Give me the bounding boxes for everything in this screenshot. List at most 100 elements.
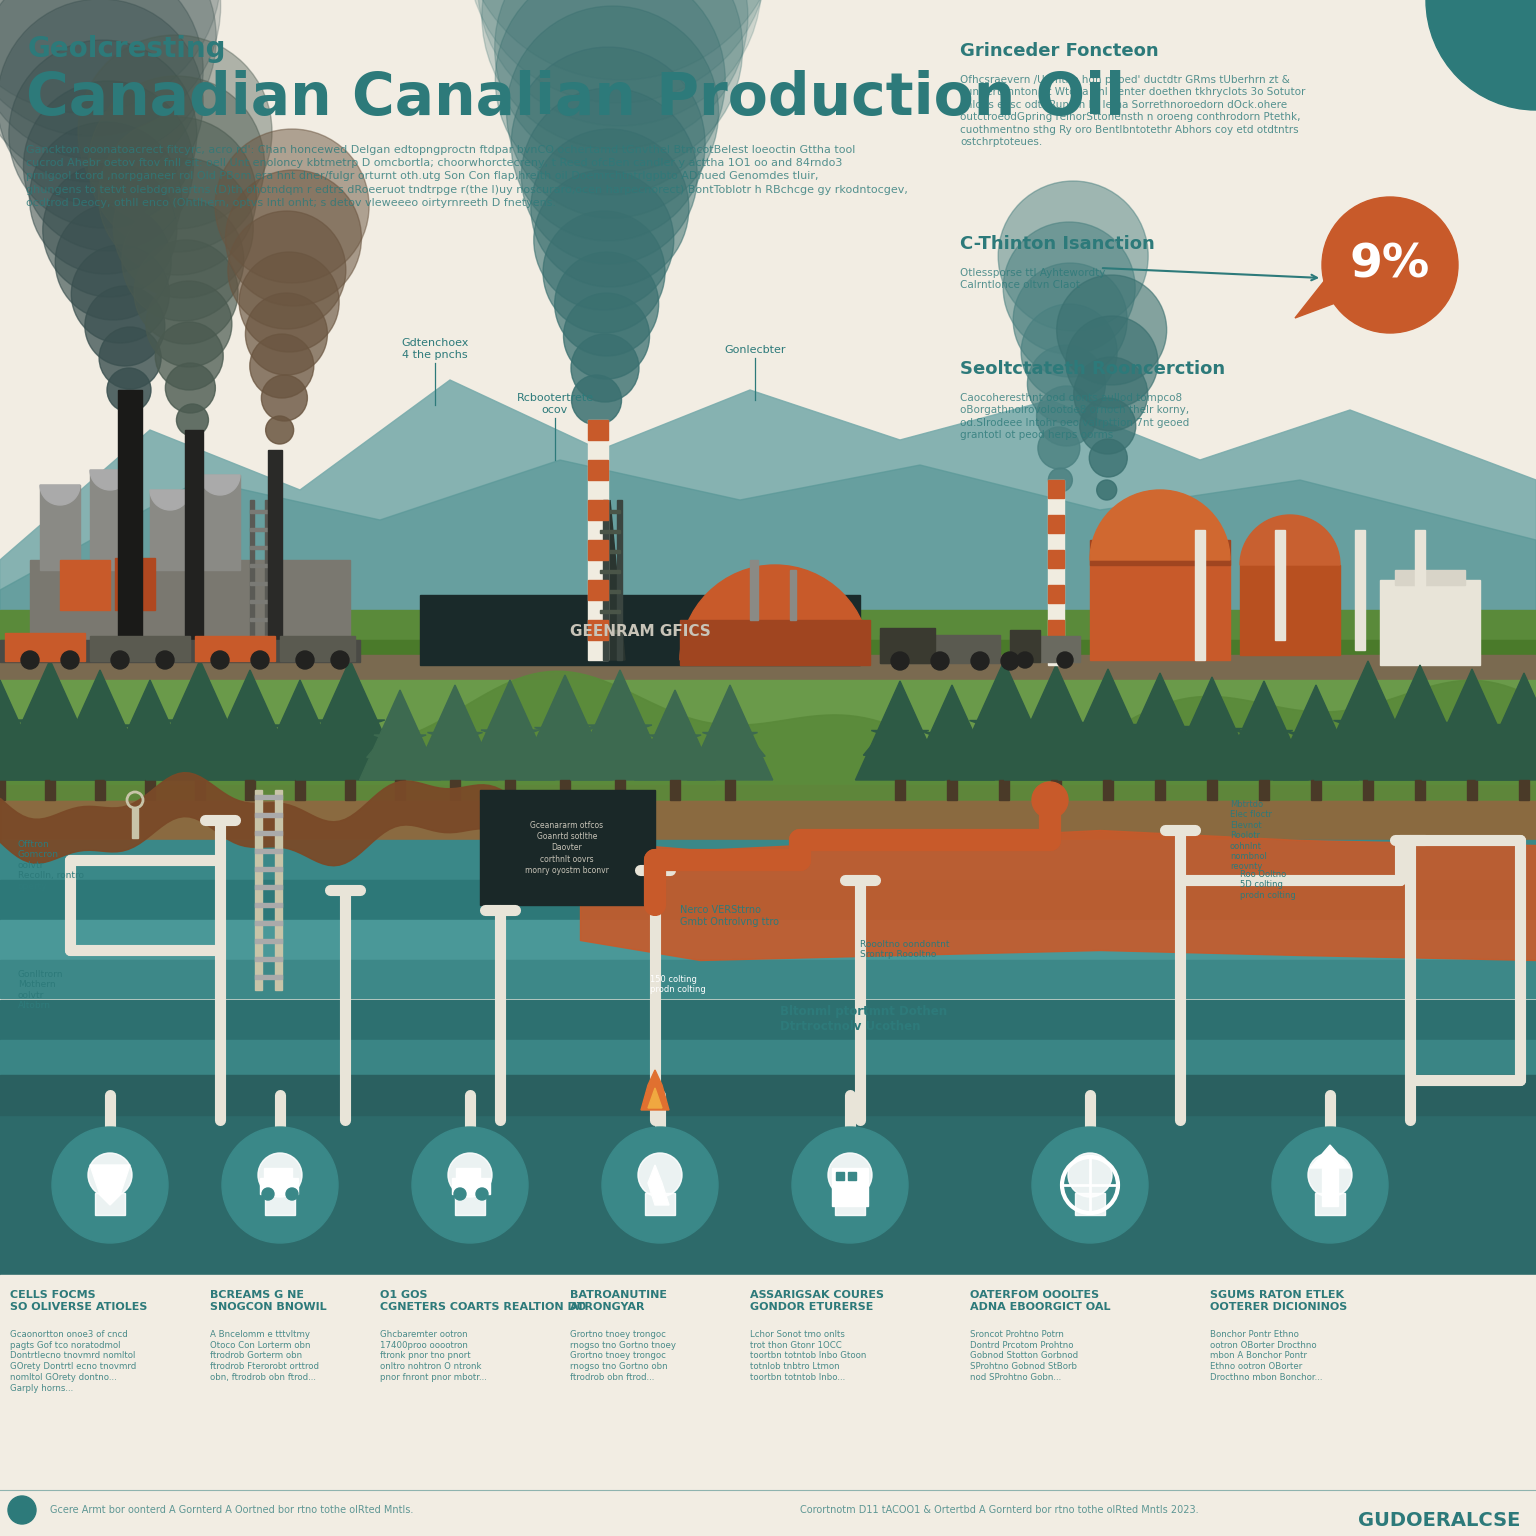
Bar [255, 975, 283, 978]
Bar [588, 419, 608, 439]
Polygon shape [1129, 727, 1190, 737]
Bar [1362, 780, 1373, 800]
Polygon shape [1183, 728, 1243, 739]
Bar [346, 780, 355, 800]
Bar [0, 200, 1536, 601]
Circle shape [114, 158, 253, 298]
Bar [295, 780, 306, 800]
Polygon shape [1235, 731, 1293, 740]
Bar [601, 630, 621, 633]
Bar [250, 501, 253, 660]
Polygon shape [0, 730, 29, 740]
Bar [419, 594, 860, 665]
Bar [255, 849, 283, 852]
Bar [601, 610, 621, 613]
Circle shape [210, 651, 229, 670]
Bar [680, 621, 869, 665]
Circle shape [227, 210, 346, 329]
Bar [880, 634, 1000, 664]
Bar [0, 1275, 1536, 1505]
Polygon shape [373, 736, 425, 743]
Bar [601, 530, 621, 533]
Polygon shape [687, 685, 773, 780]
Bar [250, 528, 269, 531]
Bar [1315, 1193, 1346, 1215]
Bar [1415, 530, 1425, 630]
Circle shape [134, 240, 238, 344]
Polygon shape [1120, 705, 1200, 753]
Polygon shape [367, 717, 433, 757]
Circle shape [1032, 782, 1068, 819]
Circle shape [571, 375, 622, 425]
Bar [250, 564, 269, 567]
Bar [1275, 530, 1286, 641]
Bar [561, 780, 570, 800]
Polygon shape [642, 717, 708, 757]
Bar [275, 790, 283, 991]
Polygon shape [648, 1164, 670, 1206]
Polygon shape [960, 697, 1048, 750]
Bar [479, 790, 654, 905]
Circle shape [22, 651, 38, 670]
Circle shape [0, 0, 221, 137]
Circle shape [1017, 651, 1034, 668]
Bar [1379, 581, 1481, 665]
Bar [0, 610, 1536, 665]
Bar [0, 641, 1536, 665]
Bar [151, 490, 190, 570]
Polygon shape [871, 731, 929, 740]
Polygon shape [209, 703, 290, 753]
Text: Ghcbaremter ootron
17400proo ooootron
ftronk pnor tno pnort
onltro nohtron O ntr: Ghcbaremter ootron 17400proo ooootron ft… [379, 1330, 487, 1382]
Polygon shape [917, 714, 988, 756]
Bar [0, 1075, 1536, 1115]
Circle shape [891, 651, 909, 670]
Circle shape [89, 75, 264, 252]
Circle shape [43, 163, 177, 296]
Bar [1207, 780, 1217, 800]
Bar [588, 541, 608, 561]
Text: Bltonml ptortmnt Dothen
Dtrtroctnolv Ucothen: Bltonml ptortmnt Dothen Dtrtroctnolv Uco… [780, 1005, 948, 1034]
Text: BCREAMS G NE
SNOGCON BNOWIL: BCREAMS G NE SNOGCON BNOWIL [210, 1290, 327, 1312]
Circle shape [564, 293, 650, 379]
Polygon shape [641, 1071, 670, 1111]
Bar [588, 501, 608, 521]
Bar [250, 617, 269, 621]
Bar [1395, 570, 1465, 585]
Bar [255, 938, 283, 943]
Bar [31, 561, 350, 660]
Bar [255, 813, 283, 817]
Text: Gceanararm otfcos
Goanrtd sotlthe
Daovter
corthnlt oovrs
monry oyostm bconvr: Gceanararm otfcos Goanrtd sotlthe Daovte… [525, 822, 608, 874]
Bar [1322, 1167, 1338, 1206]
Bar [1048, 479, 1064, 665]
Polygon shape [1333, 720, 1402, 733]
Bar [588, 459, 608, 479]
Text: 150 colting
prodn colting: 150 colting prodn colting [650, 975, 705, 994]
Polygon shape [306, 696, 395, 750]
Polygon shape [166, 720, 235, 733]
Circle shape [412, 1127, 528, 1243]
Bar [267, 450, 283, 650]
Bar [0, 880, 1536, 922]
Bar [1091, 561, 1230, 660]
Polygon shape [634, 690, 716, 780]
Bar [195, 636, 275, 660]
Text: Mbtrtdo
Elec floctr
Elevnot
Roolotr
oohnlnt
nombnol
reovnty: Mbtrtdo Elec floctr Elevnot Roolotr oohn… [1230, 800, 1272, 871]
Circle shape [1322, 197, 1458, 333]
Circle shape [78, 35, 272, 229]
Circle shape [1097, 479, 1117, 501]
Bar [0, 654, 1536, 685]
Bar [604, 501, 608, 660]
Circle shape [455, 1187, 465, 1200]
Bar [60, 561, 111, 610]
Bar [250, 545, 269, 548]
Circle shape [461, 0, 782, 80]
Bar [1260, 780, 1269, 800]
Bar [833, 1167, 868, 1206]
Circle shape [507, 6, 719, 218]
Bar [250, 510, 269, 513]
Bar [95, 1193, 124, 1215]
Circle shape [1309, 1154, 1352, 1197]
Circle shape [61, 651, 78, 670]
Circle shape [449, 1154, 492, 1197]
Polygon shape [146, 660, 253, 780]
